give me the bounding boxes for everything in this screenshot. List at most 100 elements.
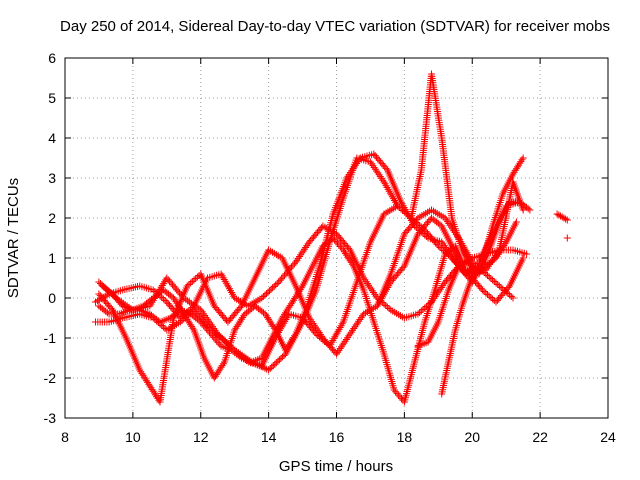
plus-point (239, 314, 247, 322)
plus-point (354, 158, 362, 166)
plus-point (355, 317, 363, 325)
plus-point (149, 286, 157, 294)
plus-point (368, 160, 376, 168)
plus-point (279, 273, 287, 281)
plus-point (274, 357, 282, 365)
plus-point (392, 388, 400, 396)
plus-point (136, 366, 144, 374)
plus-point (271, 360, 279, 368)
plus-point (211, 335, 219, 343)
plus-point (344, 253, 352, 261)
plus-point (290, 334, 297, 342)
plus-point (495, 249, 503, 257)
plus-point (439, 240, 447, 248)
plus-point (509, 294, 517, 302)
plus-point (396, 393, 404, 401)
plus-point (204, 327, 212, 335)
plus-point (350, 325, 358, 332)
plus-point (285, 341, 293, 349)
plus-point (414, 310, 422, 318)
plus-point (265, 315, 273, 323)
chart-title: Day 250 of 2014, Sidereal Day-to-day VTE… (60, 18, 610, 35)
plus-point (176, 318, 184, 326)
plus-point (494, 281, 502, 288)
plus-point (149, 387, 157, 395)
plus-point (190, 276, 198, 284)
plus-point (347, 258, 355, 266)
plus-point (395, 391, 403, 399)
plus-point (207, 330, 215, 338)
plus-point (329, 234, 337, 242)
plus-point (265, 366, 273, 374)
plus-point (208, 332, 216, 340)
x-axis-label: GPS time / hours (279, 458, 393, 475)
plus-point (438, 238, 446, 246)
plus-point (439, 282, 447, 290)
plus-point (365, 281, 373, 289)
plus-point (296, 253, 303, 260)
plus-point (214, 369, 222, 377)
plus-point (266, 287, 274, 295)
plus-point (348, 260, 356, 268)
plus-point (350, 163, 358, 171)
plus-point (215, 332, 223, 339)
plus-point (504, 290, 512, 297)
plus-point (159, 323, 167, 331)
plus-point (278, 275, 286, 283)
plus-point (114, 297, 122, 305)
plus-point (366, 283, 374, 291)
plus-point (500, 242, 508, 250)
plus-point (293, 291, 301, 299)
plus-point (159, 295, 167, 303)
plus-point (221, 337, 229, 345)
plus-point (484, 291, 491, 298)
plus-point (341, 337, 349, 345)
plus-point (358, 312, 366, 320)
plus-point (109, 290, 116, 298)
y-tick-label: 2 (48, 210, 56, 226)
plus-point (288, 298, 296, 306)
plus-point (416, 309, 424, 316)
plus-point (375, 298, 383, 306)
plus-point (373, 302, 381, 310)
plus-point (422, 233, 430, 240)
plus-point (487, 294, 495, 301)
plus-point (270, 282, 278, 290)
plus-point (297, 284, 305, 292)
plus-point (269, 284, 277, 292)
plus-point (378, 174, 385, 182)
plus-point (292, 258, 300, 266)
plus-point (343, 174, 351, 182)
plus-point (504, 284, 512, 292)
plus-point (309, 320, 317, 327)
plus-point (240, 312, 248, 320)
series-track-b (92, 198, 524, 370)
plus-point (289, 261, 297, 269)
plus-point (465, 258, 473, 266)
plus-point (231, 326, 239, 334)
plus-point (459, 241, 467, 249)
plus-point (501, 240, 509, 248)
series-track-e (95, 206, 517, 406)
plus-point (268, 363, 276, 371)
y-tick-label: -2 (44, 370, 57, 386)
data-points (92, 70, 571, 406)
plus-point (275, 356, 283, 364)
plus-point (282, 346, 290, 354)
plus-point (310, 321, 318, 329)
plus-point (390, 386, 398, 394)
plus-point (371, 165, 379, 173)
plus-point (176, 289, 183, 297)
plus-point (495, 282, 503, 290)
plus-point (497, 284, 505, 291)
plus-point (374, 169, 382, 177)
plus-point (210, 374, 218, 382)
plus-point (351, 323, 359, 331)
plus-point (158, 294, 166, 301)
plus-point (347, 328, 355, 336)
plus-point (478, 286, 486, 294)
plus-point (317, 330, 324, 338)
plus-point (382, 182, 390, 190)
plus-point (230, 292, 238, 300)
